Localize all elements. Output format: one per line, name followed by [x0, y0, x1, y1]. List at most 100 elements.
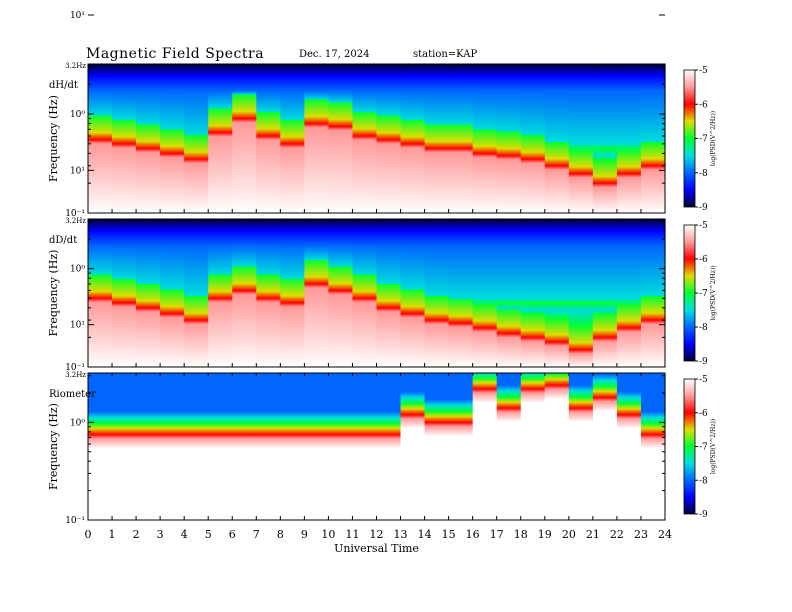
spectrogram-column: [352, 373, 378, 520]
x-tick-label: 14: [418, 528, 432, 541]
colorbar: [683, 69, 696, 208]
spectrogram-column: [256, 64, 281, 213]
colorbar-tick-label: -9: [699, 203, 708, 213]
spectrogram-column: [640, 373, 666, 520]
figure-station: station=KAP: [413, 49, 478, 60]
spectrogram-column: [328, 373, 354, 520]
spectrogram-column: [184, 219, 209, 367]
spectrogram-column: [280, 373, 305, 520]
y-tick-label: 10⁻¹: [65, 516, 85, 526]
x-tick-label: 5: [205, 528, 212, 541]
spectrogram-column: [640, 64, 666, 213]
y-axis-label: Frequency (Hz): [47, 403, 60, 490]
figure-date: Dec. 17, 2024: [299, 49, 370, 60]
x-tick-label: 22: [610, 528, 624, 541]
x-tick-label: 24: [658, 528, 672, 541]
spectrogram-column: [568, 373, 594, 520]
x-tick-label: 23: [634, 528, 648, 541]
spectrogram-column: [592, 219, 618, 367]
spectrogram-column: [616, 219, 642, 367]
x-axis-label: Universal Time: [334, 542, 419, 555]
spectrogram-column: [472, 373, 498, 520]
colorbar-tick-label: -7: [699, 289, 708, 299]
spectrogram-column: [400, 373, 426, 520]
y-tick-label: 10¹: [70, 166, 85, 176]
spectrogram-column: [544, 373, 570, 520]
x-tick-label: 20: [562, 528, 576, 541]
y-top-label: 3.2Hz: [65, 217, 86, 225]
x-tick-label: 17: [490, 528, 504, 541]
colorbar-tick-label: -9: [699, 357, 708, 367]
y-axis-label: Frequency (Hz): [47, 95, 60, 182]
spectrogram-column: [88, 219, 113, 367]
spectrogram-column: [520, 64, 546, 213]
spectrogram-column: [520, 219, 546, 367]
figure-title: Magnetic Field Spectra: [86, 46, 265, 62]
y-tick-label: 10⁰: [70, 265, 85, 275]
x-tick-label: 15: [442, 528, 456, 541]
panel-label: Riometer: [49, 389, 96, 400]
colorbar-tick-label: -6: [699, 255, 708, 265]
y-tick-label: 10¹: [70, 321, 85, 331]
spectrogram-column: [352, 64, 378, 213]
x-tick-label: 12: [370, 528, 384, 541]
panel-label: dD/dt: [49, 235, 77, 246]
spectrogram-column: [544, 219, 570, 367]
x-tick-label: 7: [253, 528, 260, 541]
spectrogram-column: [592, 64, 618, 213]
spectrogram-column: [256, 373, 281, 520]
x-tick-label: 11: [345, 528, 359, 541]
spectrogram-column: [568, 64, 594, 213]
colorbar-label: log(PSD(V^2/Hz)): [710, 111, 717, 166]
colorbar-tick-label: -5: [699, 66, 708, 76]
spectrogram-column: [136, 64, 161, 213]
panel-label: dH/dt: [49, 80, 78, 91]
colorbar-tick-label: -8: [699, 323, 708, 333]
spectrogram-column: [184, 373, 209, 520]
spectrogram-column: [88, 64, 113, 213]
spectrogram-column: [376, 219, 402, 367]
spectrogram-column: [232, 219, 257, 367]
colorbar-tick-label: -5: [699, 375, 708, 385]
spectrogram-column: [520, 373, 546, 520]
spectrogram-column: [280, 64, 305, 213]
spectrogram-column: [544, 64, 570, 213]
x-tick-label: 0: [85, 528, 92, 541]
colorbar-tick-label: -8: [699, 169, 708, 179]
spectrogram-column: [640, 219, 666, 367]
spectrogram-column: [616, 64, 642, 213]
colorbar: [683, 378, 696, 515]
colorbar-tick-label: -9: [699, 510, 708, 520]
spectrogram-column: [472, 219, 498, 367]
spectrogram-column: [160, 219, 185, 367]
spectrogram-column: [376, 64, 402, 213]
spectrogram-column: [112, 373, 137, 520]
spectrogram-column: [136, 219, 161, 367]
spectrogram-column: [112, 219, 137, 367]
spectrogram-column: [304, 219, 330, 367]
x-tick-label: 10: [321, 528, 335, 541]
x-tick-label: 21: [586, 528, 600, 541]
spectrogram-column: [616, 373, 642, 520]
colorbar-tick-label: -7: [699, 443, 708, 453]
y-tick-label: 10⁻¹: [65, 209, 85, 219]
spectrogram-column: [448, 64, 474, 213]
spectrogram-column: [400, 219, 426, 367]
x-tick-label: 3: [157, 528, 164, 541]
spectrogram-column: [208, 219, 233, 367]
colorbar-tick-label: -7: [699, 135, 708, 145]
y-tick-label: 10¹: [70, 11, 85, 21]
spectrogram-column: [568, 219, 594, 367]
spectrogram-column: [304, 64, 330, 213]
spectrogram-column: [160, 373, 185, 520]
spectrogram-column: [304, 373, 330, 520]
x-tick-label: 19: [538, 528, 552, 541]
spectrogram-column: [184, 64, 209, 213]
spectrogram-column: [352, 219, 378, 367]
y-tick-label: 10⁰: [70, 418, 85, 428]
y-tick-label: 10⁰: [70, 110, 85, 120]
y-tick-label: 10⁻¹: [65, 363, 85, 373]
colorbar-label: log(PSD(V^2/Hz)): [710, 265, 717, 320]
colorbar-tick-label: -6: [699, 409, 708, 419]
